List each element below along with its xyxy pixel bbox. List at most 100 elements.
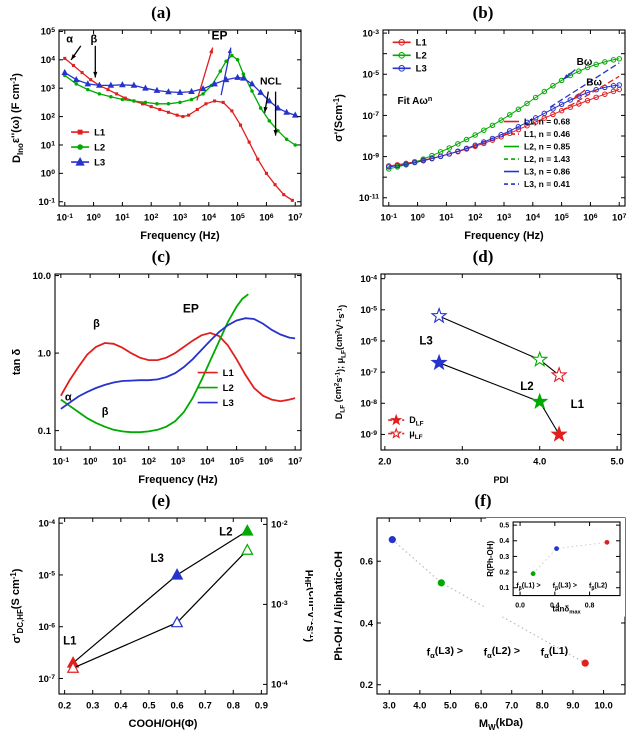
- panel-c-chart: β EP α β L1 L2 L3 10-1 100 101 102 103 104 105 106 107 0…: [9, 266, 313, 488]
- svg-text:105: 105: [554, 213, 569, 224]
- svg-text:L1: L1: [416, 38, 428, 49]
- svg-text:NCL: NCL: [260, 76, 282, 88]
- svg-text:fα(L3) >: fα(L3) >: [427, 645, 463, 660]
- svg-text:104: 104: [202, 213, 217, 224]
- svg-text:107: 107: [612, 213, 627, 224]
- svg-text:9.0: 9.0: [566, 701, 579, 712]
- svg-text:tan δ: tan δ: [11, 349, 23, 376]
- svg-text:Bω: Bω: [577, 57, 593, 68]
- svg-text:L3: L3: [151, 553, 164, 565]
- svg-text:10-8: 10-8: [360, 399, 377, 410]
- svg-text:MW(kDa): MW(kDa): [479, 717, 523, 732]
- svg-text:106: 106: [583, 213, 598, 224]
- panel-c-label: (c): [151, 247, 171, 266]
- svg-text:10-4: 10-4: [360, 274, 377, 285]
- svg-text:100: 100: [410, 213, 425, 224]
- svg-text:101: 101: [115, 213, 130, 224]
- svg-text:100: 100: [86, 213, 101, 224]
- svg-text:0.5: 0.5: [142, 701, 156, 712]
- svg-text:4.0: 4.0: [413, 701, 426, 712]
- svg-text:μHF(cm2V-1s-1): μHF(cm2V-1s-1): [303, 570, 313, 643]
- svg-text:5.0: 5.0: [611, 457, 624, 468]
- svg-text:100: 100: [83, 457, 98, 468]
- svg-text:103: 103: [41, 84, 56, 95]
- svg-text:Dlnoε''(ω) (F cm-1): Dlnoε''(ω) (F cm-1): [9, 73, 25, 163]
- panel-d-label: (d): [472, 247, 494, 266]
- svg-text:10-5: 10-5: [360, 305, 377, 316]
- svg-text:DLF: DLF: [409, 415, 423, 427]
- panel-e-chart: L1 L3 L2 0.2 0.3 0.4 0.5 0.6 0.7 0.8 0.9 10-4 10-5 10…: [9, 510, 319, 732]
- svg-text:10.0: 10.0: [33, 271, 52, 282]
- svg-text:L3: L3: [419, 335, 432, 347]
- svg-text:α: α: [66, 33, 73, 45]
- svg-text:L3: L3: [223, 398, 234, 409]
- svg-text:Ph-OH / Aliphatic-OH: Ph-OH / Aliphatic-OH: [333, 551, 345, 661]
- panel-d-chart: L3 L2 L1 DLF μLF 2.0 3.0 4.0 5.0 10-4 10-5 10-6 10-7…: [331, 266, 635, 488]
- svg-text:1.0: 1.0: [38, 348, 51, 359]
- svg-text:L2: L2: [94, 142, 105, 153]
- panel-f-label: (f): [474, 491, 492, 510]
- svg-text:0.4: 0.4: [360, 618, 374, 629]
- svg-text:0.3: 0.3: [499, 554, 509, 561]
- svg-text:10-9: 10-9: [362, 152, 379, 163]
- svg-text:3.0: 3.0: [383, 701, 396, 712]
- svg-text:0.8: 0.8: [585, 603, 595, 610]
- svg-text:L2, n = 0.85: L2, n = 0.85: [524, 141, 570, 151]
- svg-text:5.0: 5.0: [444, 701, 457, 712]
- svg-text:Frequency (Hz): Frequency (Hz): [140, 230, 220, 242]
- svg-text:σ'(Scm-1): σ'(Scm-1): [332, 94, 346, 142]
- panel-b: (b) Fit Aωn Bω Bω L1 L2 L3 L1, n = 0.68 L1, n =…: [322, 2, 644, 244]
- svg-text:102: 102: [468, 213, 483, 224]
- svg-text:10.0: 10.0: [594, 701, 613, 712]
- svg-text:β: β: [93, 318, 100, 330]
- panel-b-label: (b): [472, 3, 494, 22]
- panel-f: (f) fα(L3) > fα(L2) > fα(L1) 3.0 4.0 5.0 6.0 7.…: [322, 490, 644, 732]
- svg-text:L2: L2: [416, 51, 427, 62]
- svg-text:10-5: 10-5: [362, 70, 379, 81]
- svg-text:10-7: 10-7: [360, 367, 377, 378]
- svg-text:100: 100: [41, 169, 56, 180]
- svg-text:0.9: 0.9: [255, 701, 268, 712]
- svg-text:103: 103: [171, 457, 186, 468]
- svg-text:7.0: 7.0: [505, 701, 518, 712]
- svg-text:fα(L1): fα(L1): [541, 645, 568, 660]
- svg-text:PDI: PDI: [493, 475, 508, 485]
- svg-text:0.2: 0.2: [58, 701, 71, 712]
- svg-text:COOH/OH(Φ): COOH/OH(Φ): [129, 718, 198, 730]
- panel-e-label: (e): [151, 491, 171, 510]
- svg-text:0.4: 0.4: [499, 538, 509, 545]
- svg-text:0.6: 0.6: [360, 557, 373, 568]
- svg-text:10-5: 10-5: [38, 570, 55, 581]
- svg-text:L1, n = 0.68: L1, n = 0.68: [524, 116, 570, 126]
- panel-d: (d) L3 L2 L1 DLF μLF 2.0 3.0 4.0 5.0 10-4 10-5 10-6…: [322, 246, 644, 488]
- svg-text:105: 105: [230, 213, 245, 224]
- svg-text:102: 102: [41, 112, 56, 123]
- svg-text:tanδmax: tanδmax: [552, 605, 581, 616]
- panel-c: (c) β EP α β L1 L2 L3 10-1 100 101 102 103 104 105 106…: [0, 246, 322, 488]
- svg-text:0.5: 0.5: [499, 523, 509, 530]
- svg-text:0.1: 0.1: [38, 426, 52, 437]
- svg-text:fβ(L2): fβ(L2): [589, 582, 607, 592]
- svg-text:0.2: 0.2: [499, 570, 509, 577]
- svg-text:DLF (cm2s-1); μLF(cm2V-1s-1): DLF (cm2s-1); μLF(cm2V-1s-1): [333, 305, 347, 419]
- svg-text:EP: EP: [183, 302, 199, 316]
- svg-text:10-4: 10-4: [38, 519, 55, 530]
- svg-text:0.6: 0.6: [170, 701, 183, 712]
- svg-text:2.0: 2.0: [378, 457, 391, 468]
- svg-text:10-9: 10-9: [360, 430, 377, 441]
- svg-text:fβ(L1) >: fβ(L1) >: [516, 582, 540, 592]
- svg-text:10-3: 10-3: [271, 600, 288, 611]
- svg-text:0.4: 0.4: [550, 603, 560, 610]
- svg-text:fα(L2) >: fα(L2) >: [484, 645, 520, 660]
- svg-text:10-1: 10-1: [38, 197, 55, 208]
- svg-text:10-7: 10-7: [38, 674, 55, 685]
- svg-text:10-4: 10-4: [271, 680, 288, 691]
- svg-text:107: 107: [288, 213, 303, 224]
- svg-text:104: 104: [200, 457, 215, 468]
- svg-text:0.0: 0.0: [515, 603, 525, 610]
- svg-text:0.7: 0.7: [199, 701, 212, 712]
- svg-text:L1: L1: [63, 636, 77, 648]
- svg-text:104: 104: [526, 213, 541, 224]
- svg-text:10-6: 10-6: [38, 622, 55, 633]
- panel-b-chart: Fit Aωn Bω Bω L1 L2 L3 L1, n = 0.68 L1, n = 0.4…: [331, 22, 635, 244]
